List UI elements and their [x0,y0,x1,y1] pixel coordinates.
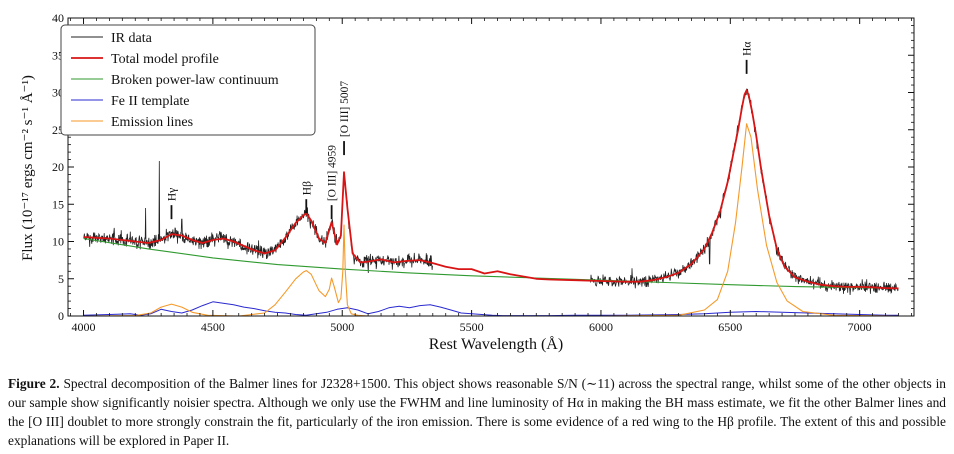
y-tick-label: 15 [52,197,64,211]
caption-text: Spectral decomposition of the Balmer lin… [8,376,946,448]
ir-data-series-1 [83,160,433,274]
annotation-label: [O III] 4959 [327,145,339,201]
fe-template-series [83,301,899,316]
emission-lines-series [83,123,899,316]
x-tick-label: 6000 [589,320,613,334]
legend-label: Emission lines [111,115,193,130]
annotation-label: Hβ [301,181,313,195]
y-axis-label: Flux (10⁻¹⁷ ergs cm⁻² s⁻¹ Å⁻¹) [20,75,36,261]
annotation-label: Hγ [166,188,178,201]
legend-label: Broken power-law continuum [111,73,279,88]
total-model-series [83,89,899,290]
annotation-label: [O III] 5007 [339,81,351,137]
spectrum-chart: 4000 4500 5000 5500 6000 6500 7000051015202530… [20,11,915,353]
figure-caption: Figure 2. Spectral decomposition of the … [8,374,946,450]
continuum-series [83,237,899,289]
spectrum-figure: 4000 4500 5000 5500 6000 6500 7000 0 5 10 15 20 25 30… [20,11,915,353]
caption-label: Figure 2. [8,376,60,391]
x-axis-label: Rest Wavelength (Å) [429,335,563,353]
legend: IR data Total model profile Broken power-l… [60,24,316,136]
legend-label: Fe II template [111,94,190,109]
line-annotations: Hγ Hβ [O III] 4959[O III] 5007 Hα [166,42,754,220]
legend-box [60,24,316,136]
y-tick-label: 0 [58,309,64,323]
annotation-label: Hα [742,42,754,56]
x-tick-label: 7000 [848,320,872,334]
ir-data-series-2 [590,88,899,296]
x-tick-label: 4000 [72,320,96,334]
x-tick-label: 6500 [718,320,742,334]
x-tick-label: 5000 [330,320,354,334]
y-tick-label: 40 [52,11,64,25]
x-tick-label: 4500 [201,320,225,334]
legend-label: IR data [111,31,153,46]
y-tick-label: 10 [52,235,64,249]
legend-label: Total model profile [111,52,219,67]
y-tick-label: 5 [58,272,64,286]
x-tick-label: 5500 [460,320,484,334]
y-tick-label: 20 [52,160,64,174]
